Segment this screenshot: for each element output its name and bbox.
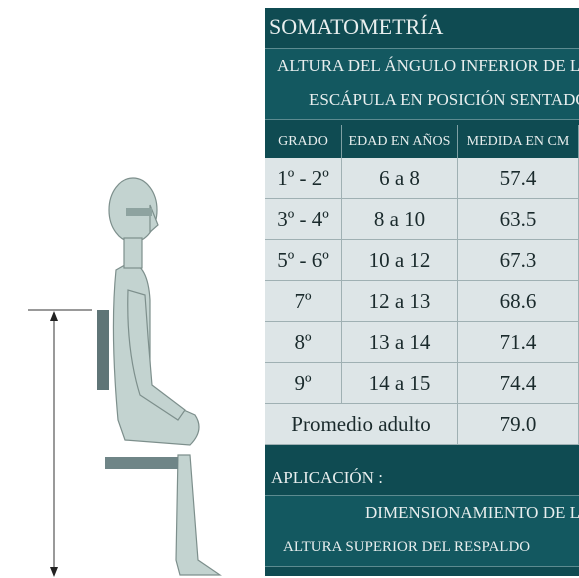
table-cell: 3º - 4º [265, 199, 342, 240]
table-panel: SOMATOMETRÍA ALTURA DEL ÁNGULO INFERIOR D… [265, 8, 579, 576]
table-cell: 63.5 [458, 199, 579, 240]
table-cell: 9º [265, 363, 342, 404]
table-cell: 6 a 8 [342, 158, 458, 199]
table-cell: 67.3 [458, 240, 579, 281]
table-cell: 71.4 [458, 322, 579, 363]
table-cell: 14 a 15 [342, 363, 458, 404]
eye-band [126, 208, 152, 216]
table-cell: 68.6 [458, 281, 579, 322]
table-cell: 10 a 12 [342, 240, 458, 281]
application-line: DIMENSIONAMIENTO DE LA [365, 503, 579, 522]
title: SOMATOMETRÍA [269, 13, 444, 39]
subtitle-band [265, 48, 579, 120]
body [108, 177, 222, 576]
backrest [97, 310, 109, 390]
arrow-bottom [50, 567, 58, 577]
table-cell: 5º - 6º [265, 240, 342, 281]
subtitle-line: ESCÁPULA EN POSICIÓN SENTADO [309, 90, 579, 109]
column-header: EDAD EN AÑOS [342, 125, 458, 158]
table-cell: 8º [265, 322, 342, 363]
table-cell: 1º - 2º [265, 158, 342, 199]
arrow-top [50, 311, 58, 321]
column-header: GRADO [265, 125, 342, 158]
table-cell: 7º [265, 281, 342, 322]
table-cell: 57.4 [458, 158, 579, 199]
seat [105, 457, 178, 469]
application-band [265, 495, 579, 567]
table-cell: 8 a 10 [342, 199, 458, 240]
seated-figure [28, 177, 222, 577]
table-cell: 74.4 [458, 363, 579, 404]
application-title: APLICACIÓN : [271, 468, 383, 487]
table-cell: 13 a 14 [342, 322, 458, 363]
table-cell: 12 a 13 [342, 281, 458, 322]
average-value: 79.0 [458, 404, 579, 445]
column-header: MEDIDA EN CM [458, 125, 579, 158]
application-line: ALTURA SUPERIOR DEL RESPALDO [283, 538, 531, 555]
average-label: Promedio adulto [265, 404, 458, 445]
subtitle-line: ALTURA DEL ÁNGULO INFERIOR DE LA [277, 56, 579, 75]
